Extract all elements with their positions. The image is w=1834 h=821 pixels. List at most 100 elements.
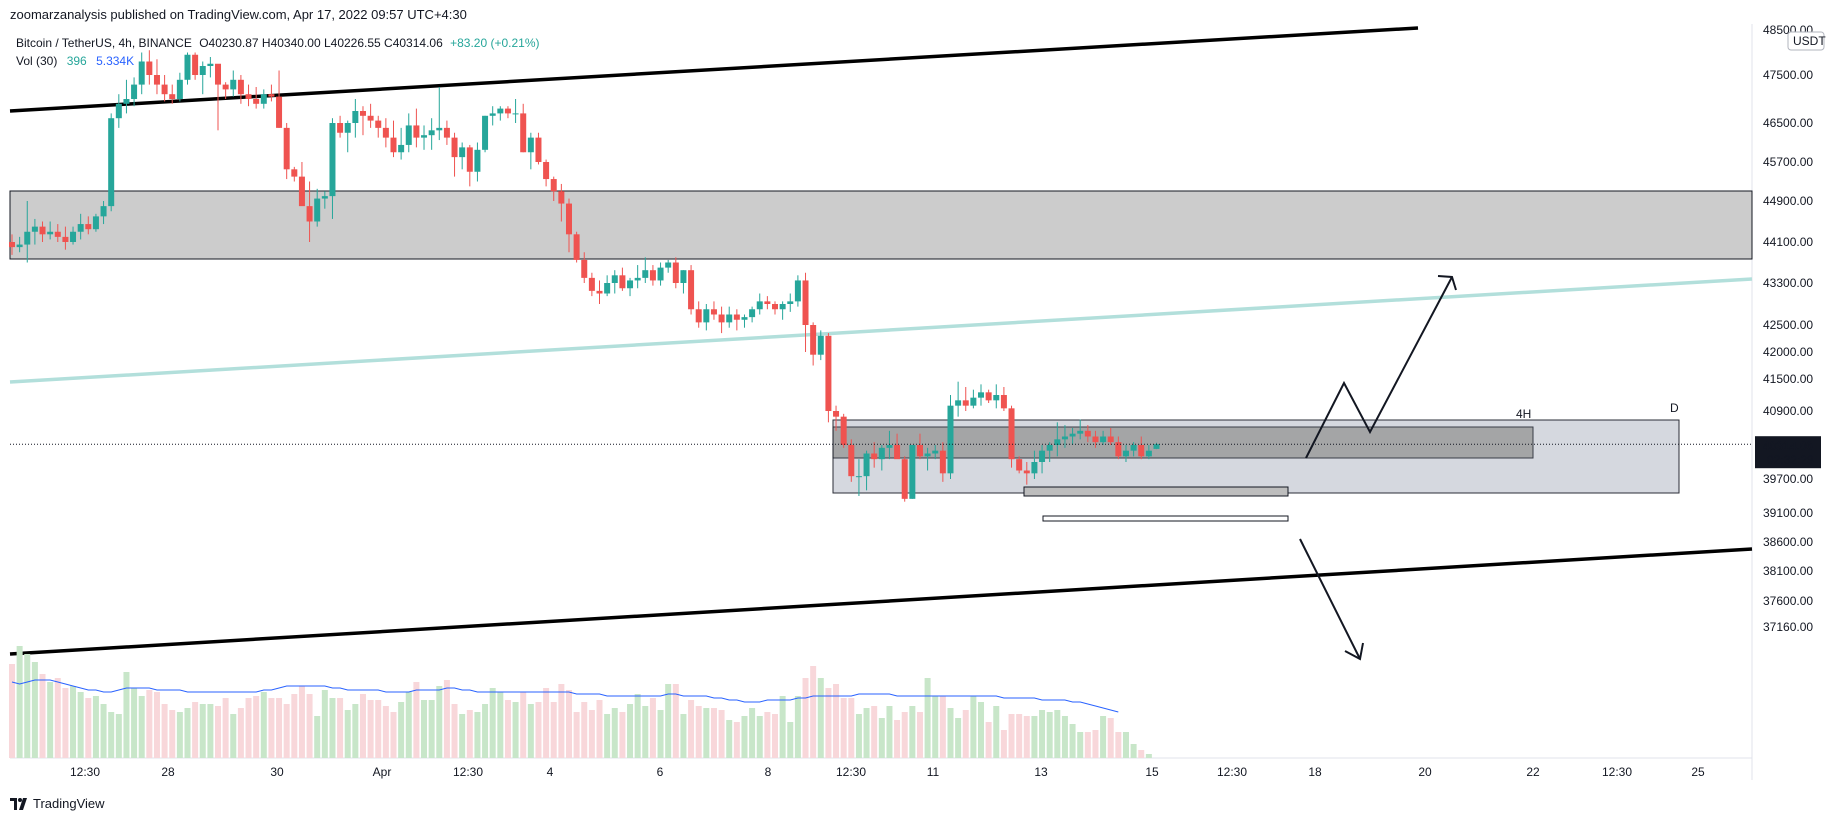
candle-body[interactable] [855,476,862,478]
candle-body[interactable] [230,79,237,90]
candle-body[interactable] [955,400,962,406]
candle-body[interactable] [1046,445,1053,451]
volume-bar[interactable] [39,674,46,758]
volume-bar[interactable] [123,672,130,758]
volume-bar[interactable] [1115,732,1122,758]
volume-bar[interactable] [985,722,992,758]
candle-body[interactable] [115,103,122,119]
candle-body[interactable] [70,231,77,242]
volume-bar[interactable] [497,692,504,758]
candle-body[interactable] [718,314,725,323]
candle-body[interactable] [283,127,290,170]
volume-bar[interactable] [9,664,15,758]
volume-bar[interactable] [291,694,298,758]
volume-bar[interactable] [665,684,672,758]
candle-body[interactable] [459,147,466,158]
candle-body[interactable] [634,277,641,281]
candle-body[interactable] [672,262,679,284]
volume-bar[interactable] [85,698,92,758]
candle-body[interactable] [520,113,527,153]
candle-body[interactable] [680,270,687,283]
volume-bar[interactable] [268,698,275,758]
candle-body[interactable] [932,450,939,454]
candle-body[interactable] [863,453,870,477]
volume-bar[interactable] [680,714,687,758]
candle-body[interactable] [1039,450,1046,462]
bearish-scenario-arrow[interactable] [1299,538,1361,660]
candle-body[interactable] [772,304,778,310]
volume-bar[interactable] [978,702,985,758]
volume-bar[interactable] [337,698,344,758]
candle-body[interactable] [1031,462,1038,474]
volume-bar[interactable] [1023,716,1030,758]
candle-body[interactable] [1016,459,1023,471]
volume-bar[interactable] [939,696,946,758]
volume-bar[interactable] [573,712,580,758]
candle-body[interactable] [833,411,840,417]
volume-bar[interactable] [176,712,183,758]
candle-body[interactable] [245,94,252,99]
volume-bar[interactable] [1069,724,1076,758]
candle-body[interactable] [100,206,107,217]
bullish-scenario-arrow[interactable] [1305,276,1453,459]
candle-body[interactable] [39,226,46,235]
volume-bar[interactable] [359,694,366,758]
volume-bar[interactable] [474,712,481,758]
volume-bar[interactable] [428,700,435,758]
candle-body[interactable] [939,450,946,474]
candle-body[interactable] [627,280,634,289]
candle-body[interactable] [688,270,695,310]
candle-body[interactable] [276,96,283,128]
volume-bar[interactable] [47,682,54,758]
volume-bar[interactable] [207,704,214,758]
volume-bar[interactable] [16,646,23,758]
candle-body[interactable] [848,445,855,477]
volume-bar[interactable] [443,680,450,758]
candle-body[interactable] [184,54,191,80]
volume-bar[interactable] [298,686,305,758]
candle-body[interactable] [749,309,756,318]
volume-bar[interactable] [1092,730,1099,758]
volume-bar[interactable] [146,690,153,758]
volume-bar[interactable] [398,702,405,758]
volume-bar[interactable] [1000,730,1007,758]
candle-body[interactable] [413,125,420,138]
candle-body[interactable] [787,301,794,304]
candle-body[interactable] [779,304,786,310]
candle-body[interactable] [306,206,313,222]
volume-bar[interactable] [459,714,466,758]
candle-body[interactable] [192,54,199,75]
candle-body[interactable] [764,301,771,304]
volume-bar[interactable] [993,706,1000,758]
volume-bar[interactable] [764,712,771,758]
last-price-badge[interactable] [1755,436,1821,469]
candle-body[interactable] [153,75,160,85]
volume-bar[interactable] [634,694,641,758]
volume-bar[interactable] [92,696,99,758]
candle-body[interactable] [451,137,458,158]
volume-bar[interactable] [352,704,359,758]
volume-bar[interactable] [314,716,321,758]
volume-bar[interactable] [916,712,923,758]
candle-body[interactable] [512,113,519,115]
candle-body[interactable] [665,262,672,268]
candle-body[interactable] [215,63,222,85]
volume-bar[interactable] [909,706,916,758]
zone-label-4h[interactable]: 4H [1516,407,1531,421]
candle-body[interactable] [840,416,847,445]
volume-bar[interactable] [848,698,855,758]
volume-bar[interactable] [329,698,336,758]
volume-bar[interactable] [611,708,618,758]
volume-bar[interactable] [482,704,489,758]
footer-brand-text[interactable]: TradingView [33,796,105,811]
volume-bar[interactable] [756,716,763,758]
candle-body[interactable] [47,231,54,235]
candle-body[interactable] [962,400,969,406]
volume-bar[interactable] [375,700,382,758]
volume-bar[interactable] [466,710,473,758]
candle-body[interactable] [176,79,183,99]
candle-body[interactable] [123,99,130,104]
volume-bar[interactable] [1130,744,1137,758]
candle-body[interactable] [894,445,901,460]
